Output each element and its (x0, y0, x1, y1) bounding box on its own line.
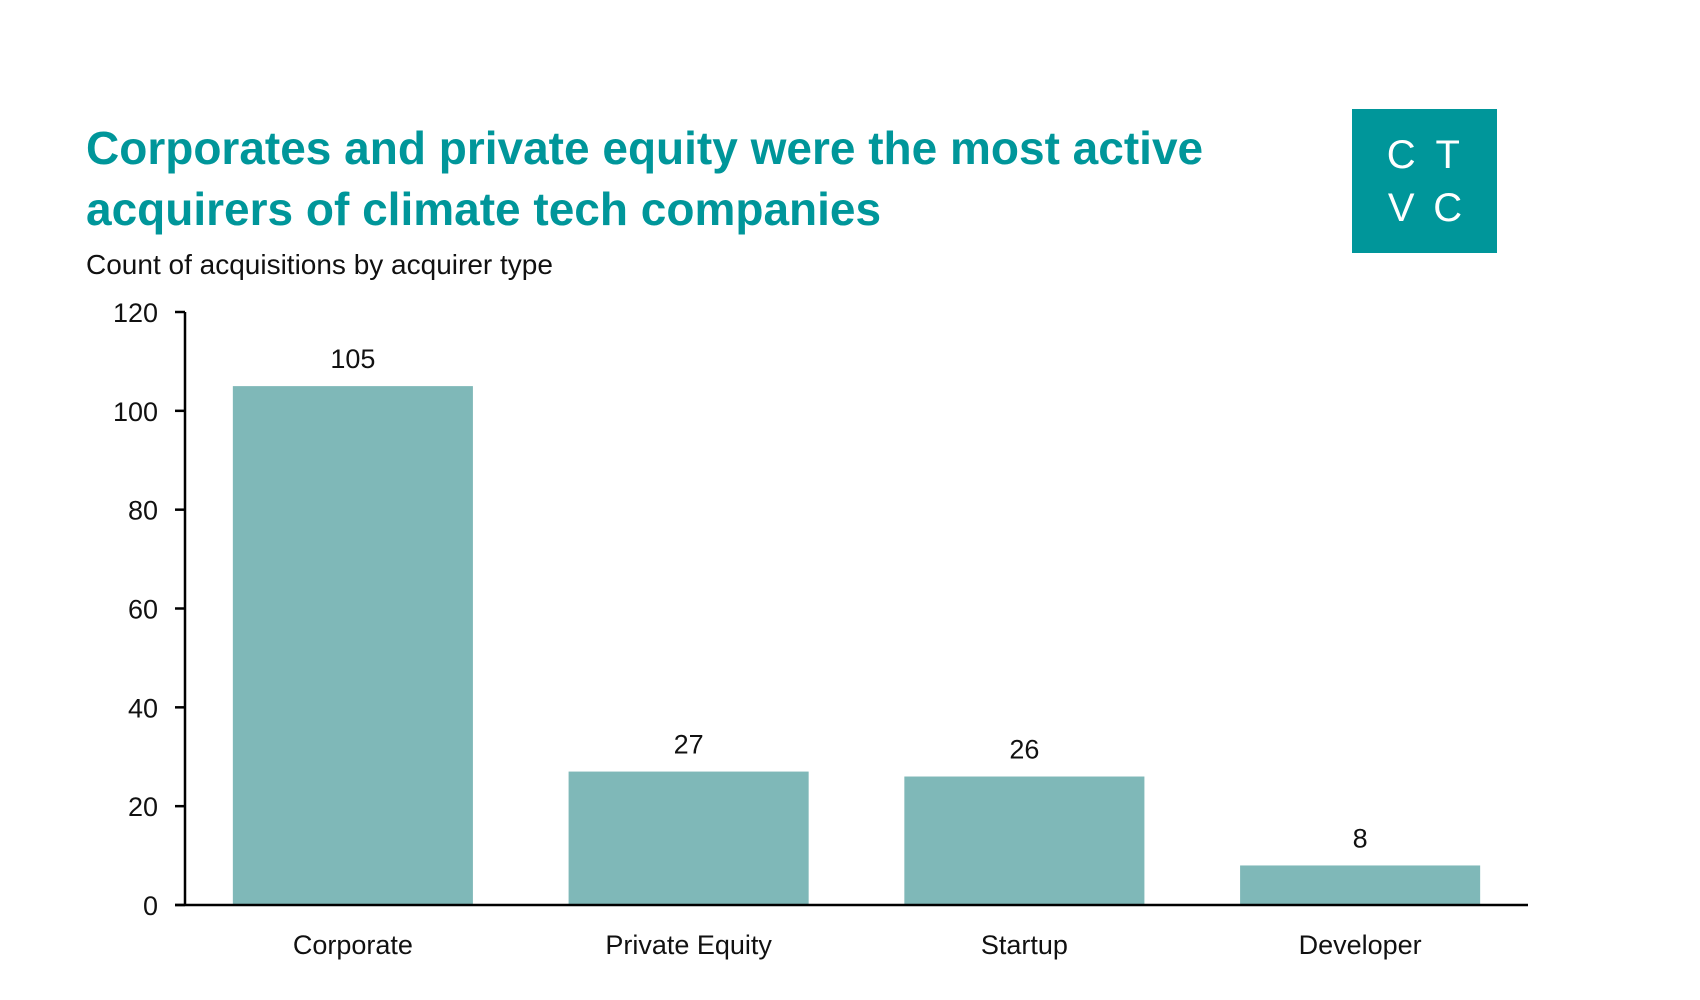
data-label: 26 (1009, 735, 1039, 765)
logo-letter: V (1387, 186, 1415, 230)
y-tick-label: 120 (113, 298, 158, 328)
y-tick-label: 60 (128, 595, 158, 625)
logo-letter: T (1435, 133, 1460, 177)
x-tick-label: Corporate (293, 930, 413, 960)
bar (1240, 865, 1481, 905)
bar (904, 776, 1145, 905)
bar (568, 771, 809, 905)
bar (232, 386, 473, 905)
ctvc-logo: C T V C (1352, 109, 1497, 253)
x-tick-label: Developer (1299, 930, 1422, 960)
logo-letter: C (1386, 133, 1416, 177)
y-tick-label: 80 (128, 496, 158, 526)
y-tick-label: 20 (128, 792, 158, 822)
x-tick-label: Startup (981, 930, 1068, 960)
chart-title: Corporates and private equity were the m… (86, 122, 1204, 235)
y-tick-label: 40 (128, 693, 158, 723)
y-tick-label: 100 (113, 397, 158, 427)
logo-letter: C (1433, 186, 1463, 230)
y-tick-label: 0 (143, 891, 158, 921)
data-label: 105 (330, 344, 375, 374)
x-tick-label: Private Equity (605, 930, 772, 960)
chart-subtitle: Count of acquisitions by acquirer type (86, 249, 553, 280)
data-label: 8 (1353, 823, 1368, 853)
data-label: 27 (674, 730, 704, 760)
